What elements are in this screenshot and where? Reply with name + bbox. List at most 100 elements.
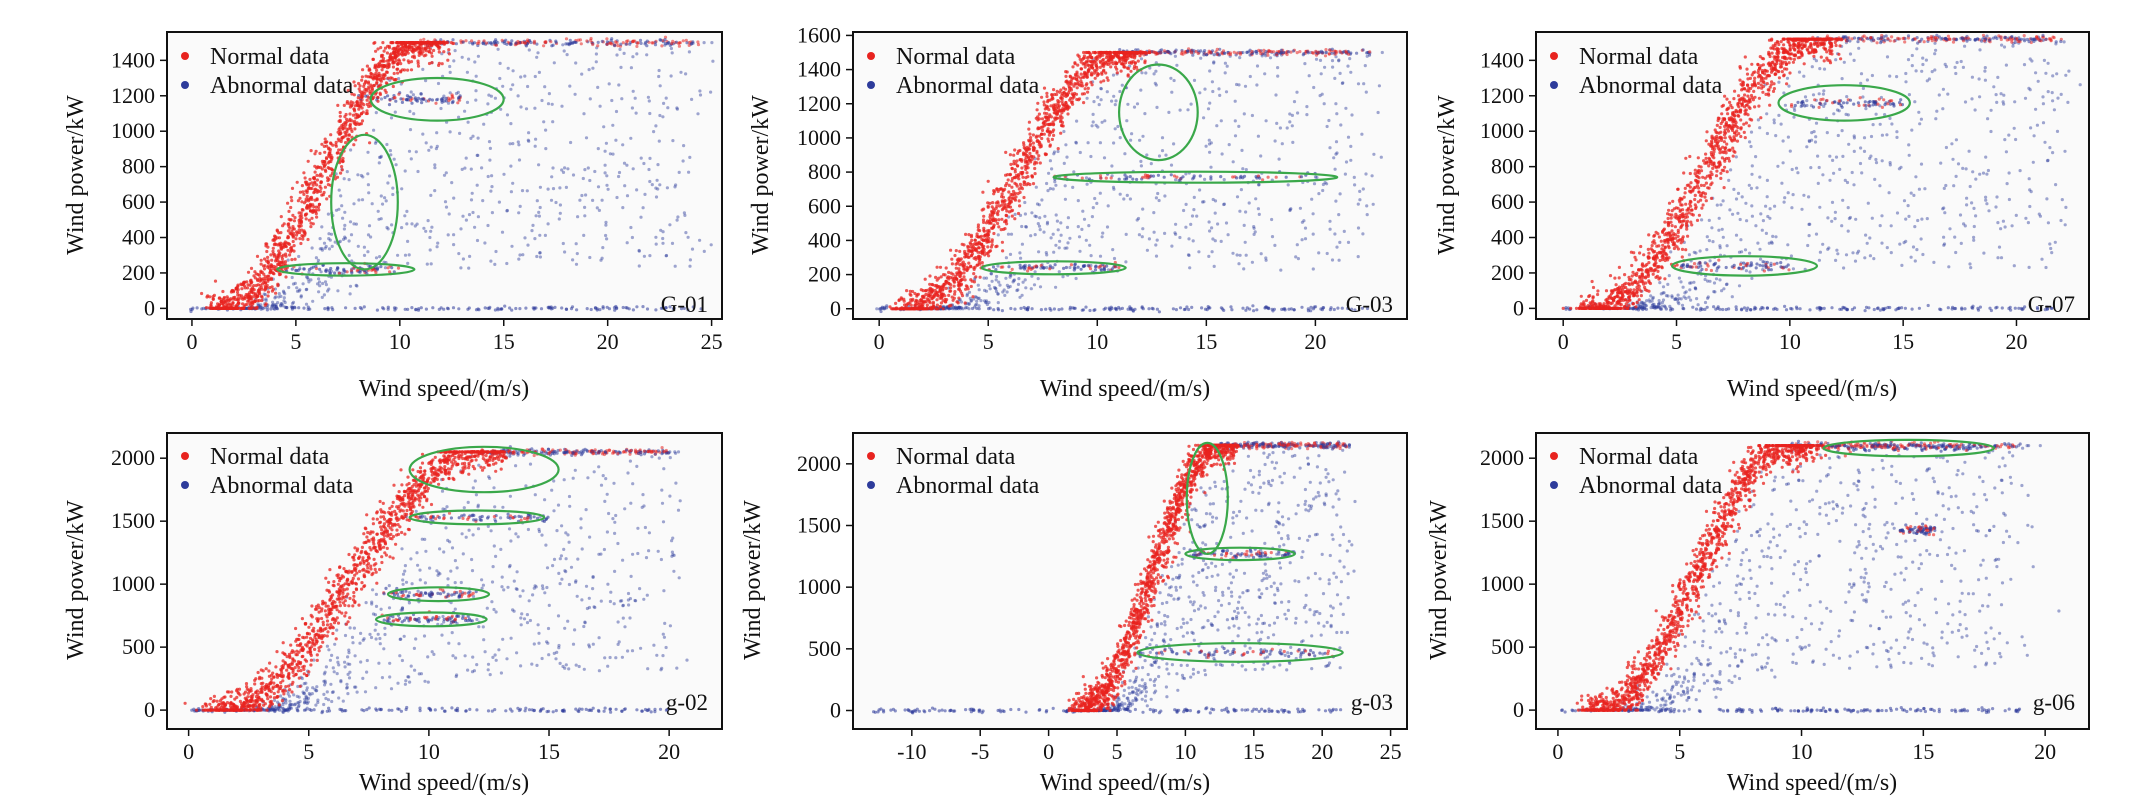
abnormal-point bbox=[1276, 66, 1279, 69]
abnormal-point bbox=[548, 92, 551, 95]
abnormal-point bbox=[632, 308, 635, 311]
abnormal-point bbox=[991, 280, 994, 283]
abnormal-point bbox=[1044, 308, 1047, 311]
y-tick-label: 1000 bbox=[111, 118, 155, 143]
abnormal-point bbox=[1045, 182, 1048, 185]
abnormal-point bbox=[1060, 234, 1063, 237]
normal-point bbox=[1000, 195, 1003, 198]
normal-point bbox=[282, 254, 285, 257]
normal-point bbox=[992, 211, 995, 214]
abnormal-point bbox=[486, 307, 489, 310]
abnormal-point bbox=[525, 107, 528, 110]
abnormal-point bbox=[349, 220, 352, 223]
abnormal-point bbox=[343, 224, 346, 227]
abnormal-point bbox=[668, 223, 671, 226]
abnormal-point bbox=[535, 56, 538, 59]
abnormal-point bbox=[1089, 155, 1092, 158]
normal-point bbox=[382, 57, 385, 60]
abnormal-point bbox=[448, 65, 451, 68]
normal-point bbox=[308, 219, 311, 222]
abnormal-point bbox=[518, 307, 521, 310]
rated-point bbox=[691, 40, 694, 43]
panel-tag: G-01 bbox=[661, 292, 708, 317]
normal-point bbox=[214, 280, 217, 283]
normal-point bbox=[1087, 87, 1090, 90]
abnormal-point bbox=[494, 250, 497, 253]
abnormal-point bbox=[1183, 308, 1186, 311]
normal-point bbox=[366, 99, 369, 102]
abnormal-point bbox=[658, 114, 661, 117]
abnormal-point bbox=[661, 115, 664, 118]
normal-point bbox=[290, 248, 293, 251]
normal-point bbox=[366, 65, 369, 68]
abnormal-point bbox=[325, 283, 328, 286]
normal-point bbox=[294, 237, 297, 240]
abnormal-point bbox=[431, 306, 434, 309]
abnormal-point bbox=[625, 306, 628, 309]
normal-point bbox=[256, 273, 259, 276]
abnormal-point bbox=[618, 171, 621, 174]
normal-point bbox=[298, 225, 301, 228]
rated-point bbox=[635, 45, 638, 48]
abnormal-point bbox=[1338, 259, 1341, 262]
normal-point bbox=[280, 215, 283, 218]
normal-point bbox=[988, 230, 991, 233]
abnormal-point bbox=[1092, 309, 1095, 312]
normal-point bbox=[355, 123, 358, 126]
normal-point bbox=[949, 249, 952, 252]
normal-point bbox=[1029, 136, 1032, 139]
abnormal-point bbox=[487, 175, 490, 178]
abnormal-point bbox=[452, 197, 455, 200]
normal-point bbox=[997, 225, 1000, 228]
abnormal-point bbox=[449, 71, 452, 74]
abnormal-point bbox=[1057, 228, 1060, 231]
abnormal-point bbox=[550, 199, 553, 202]
abnormal-point bbox=[283, 292, 286, 295]
abnormal-point bbox=[302, 267, 305, 270]
normal-point bbox=[324, 169, 327, 172]
abnormal-point bbox=[576, 215, 579, 218]
abnormal-point bbox=[400, 187, 403, 190]
rated-point bbox=[1152, 51, 1155, 54]
normal-point bbox=[263, 267, 266, 270]
abnormal-point bbox=[558, 186, 561, 189]
abnormal-point bbox=[1080, 228, 1083, 231]
normal-point bbox=[979, 276, 982, 279]
abnormal-point bbox=[1093, 197, 1096, 200]
abnormal-point bbox=[410, 222, 413, 225]
rated-point bbox=[1163, 49, 1166, 52]
normal-point bbox=[251, 288, 254, 291]
normal-point bbox=[277, 243, 280, 246]
abnormal-point bbox=[1144, 71, 1147, 74]
abnormal-point bbox=[614, 139, 617, 142]
normal-point bbox=[987, 180, 990, 183]
abnormal-point bbox=[1017, 277, 1020, 280]
abnormal-point bbox=[340, 204, 343, 207]
abnormal-point bbox=[1346, 65, 1349, 68]
abnormal-point bbox=[1224, 71, 1227, 74]
normal-point bbox=[1032, 147, 1035, 150]
normal-point bbox=[1035, 150, 1038, 153]
normal-point bbox=[1076, 80, 1079, 83]
abnormal-point bbox=[1062, 130, 1065, 133]
abnormal-point bbox=[575, 308, 578, 311]
abnormal-point bbox=[471, 135, 474, 138]
normal-point bbox=[1012, 162, 1015, 165]
abnormal-point bbox=[1271, 308, 1274, 311]
normal-point bbox=[289, 232, 292, 235]
normal-point bbox=[365, 88, 368, 91]
normal-point bbox=[1018, 149, 1021, 152]
abnormal-point bbox=[1184, 226, 1187, 229]
abnormal-point bbox=[315, 256, 318, 259]
normal-point bbox=[288, 218, 291, 221]
abnormal-point bbox=[597, 185, 600, 188]
abnormal-point bbox=[586, 307, 589, 310]
abnormal-point bbox=[542, 120, 545, 123]
rated-point bbox=[1167, 50, 1170, 53]
abnormal-point bbox=[1280, 308, 1283, 311]
normal-point bbox=[411, 55, 414, 58]
rated-point bbox=[596, 44, 599, 47]
abnormal-point bbox=[1172, 307, 1175, 310]
normal-point bbox=[431, 55, 434, 58]
abnormal-point bbox=[1170, 164, 1173, 167]
